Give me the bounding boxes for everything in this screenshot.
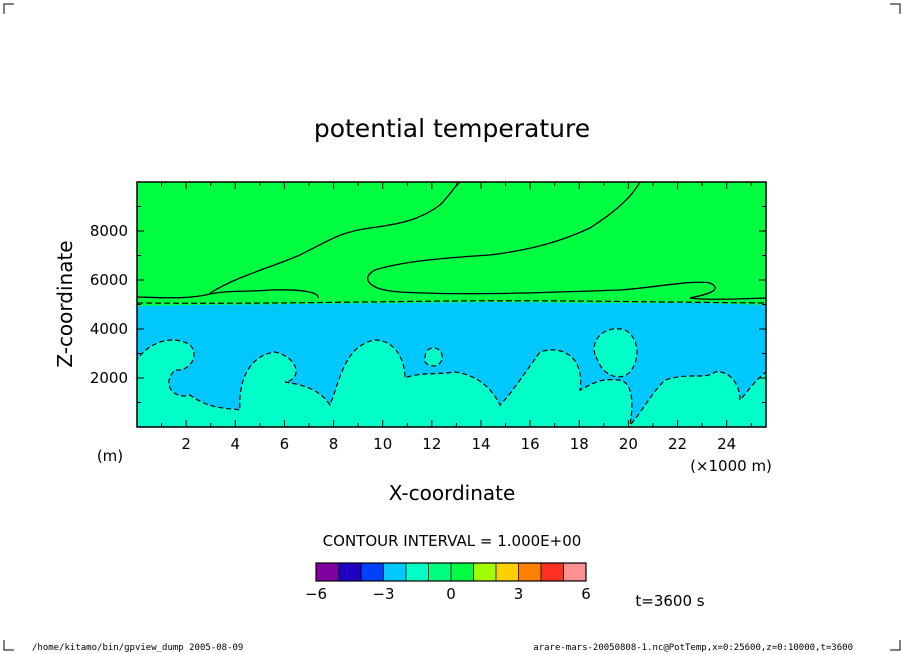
x-axis-label: X-coordinate — [389, 481, 516, 505]
x-tick-label: 14 — [471, 435, 490, 453]
colorbar-swatch — [451, 563, 474, 581]
colorbar-tick-label: 3 — [514, 585, 524, 603]
colorbar-tick-label: 0 — [446, 585, 456, 603]
colorbar-tick-label: −3 — [372, 585, 394, 603]
y-unit-label: (m) — [97, 447, 123, 465]
eddy-region — [137, 339, 766, 427]
x-unit-label: (×1000 m) — [690, 457, 772, 475]
colorbar-swatch — [428, 563, 452, 581]
colorbar-frame — [315, 562, 587, 582]
colorbar-swatch — [316, 563, 339, 581]
x-tick-label: 8 — [329, 435, 339, 453]
y-tick-label: 6000 — [90, 271, 128, 289]
colorbar-swatch — [473, 563, 497, 581]
y-axis-ticks: 2000 4000 6000 8000 — [90, 181, 766, 428]
colorbar-swatch — [361, 563, 384, 581]
x-tick-label: 20 — [619, 435, 638, 453]
warm-tongue-contour — [137, 182, 766, 300]
x-tick-label: 16 — [521, 435, 540, 453]
layer-boundary-contour — [137, 300, 766, 304]
eddy-lobe-a — [593, 328, 638, 378]
colorbar-tick-label: 6 — [581, 585, 591, 603]
y-tick-label: 8000 — [90, 222, 128, 240]
colorbar-swatch — [518, 563, 542, 581]
chart-title: potential temperature — [314, 114, 590, 143]
colorbar-swatch — [541, 563, 564, 581]
colorbar-swatch — [563, 563, 587, 581]
colorbar-swatch — [338, 563, 362, 581]
time-label: t=3600 s — [635, 592, 704, 610]
colorbar-tick-label: −6 — [305, 585, 327, 603]
colorbar: −6 −3 0 3 6 — [305, 562, 591, 603]
x-tick-label: 2 — [181, 435, 191, 453]
footer-right-text: arare-mars-20050808-1.nc@PotTemp,x=0:256… — [533, 643, 853, 653]
x-tick-label: 10 — [373, 435, 392, 453]
y-tick-label: 4000 — [90, 320, 128, 338]
x-tick-label: 18 — [570, 435, 589, 453]
colorbar-swatch — [406, 563, 429, 581]
x-tick-label: 22 — [668, 435, 687, 453]
footer-left-text: /home/kitamo/bin/gpview_dump 2005-08-09 — [32, 643, 243, 653]
colorbar-swatch — [383, 563, 407, 581]
x-tick-label: 4 — [231, 435, 241, 453]
plot-area — [137, 182, 766, 427]
y-axis-label: Z-coordinate — [53, 240, 77, 367]
eddy-lobe-b — [424, 347, 443, 367]
x-tick-label: 6 — [280, 435, 290, 453]
colorbar-swatch — [496, 563, 519, 581]
contour-interval-label: CONTOUR INTERVAL = 1.000E+00 — [323, 532, 582, 550]
x-axis-ticks: 2 4 6 8 10 12 14 16 18 20 22 24 — [136, 182, 752, 453]
y-tick-label: 2000 — [90, 369, 128, 387]
x-tick-label: 24 — [717, 435, 736, 453]
x-tick-label: 12 — [422, 435, 441, 453]
corner-marks — [3, 3, 901, 651]
